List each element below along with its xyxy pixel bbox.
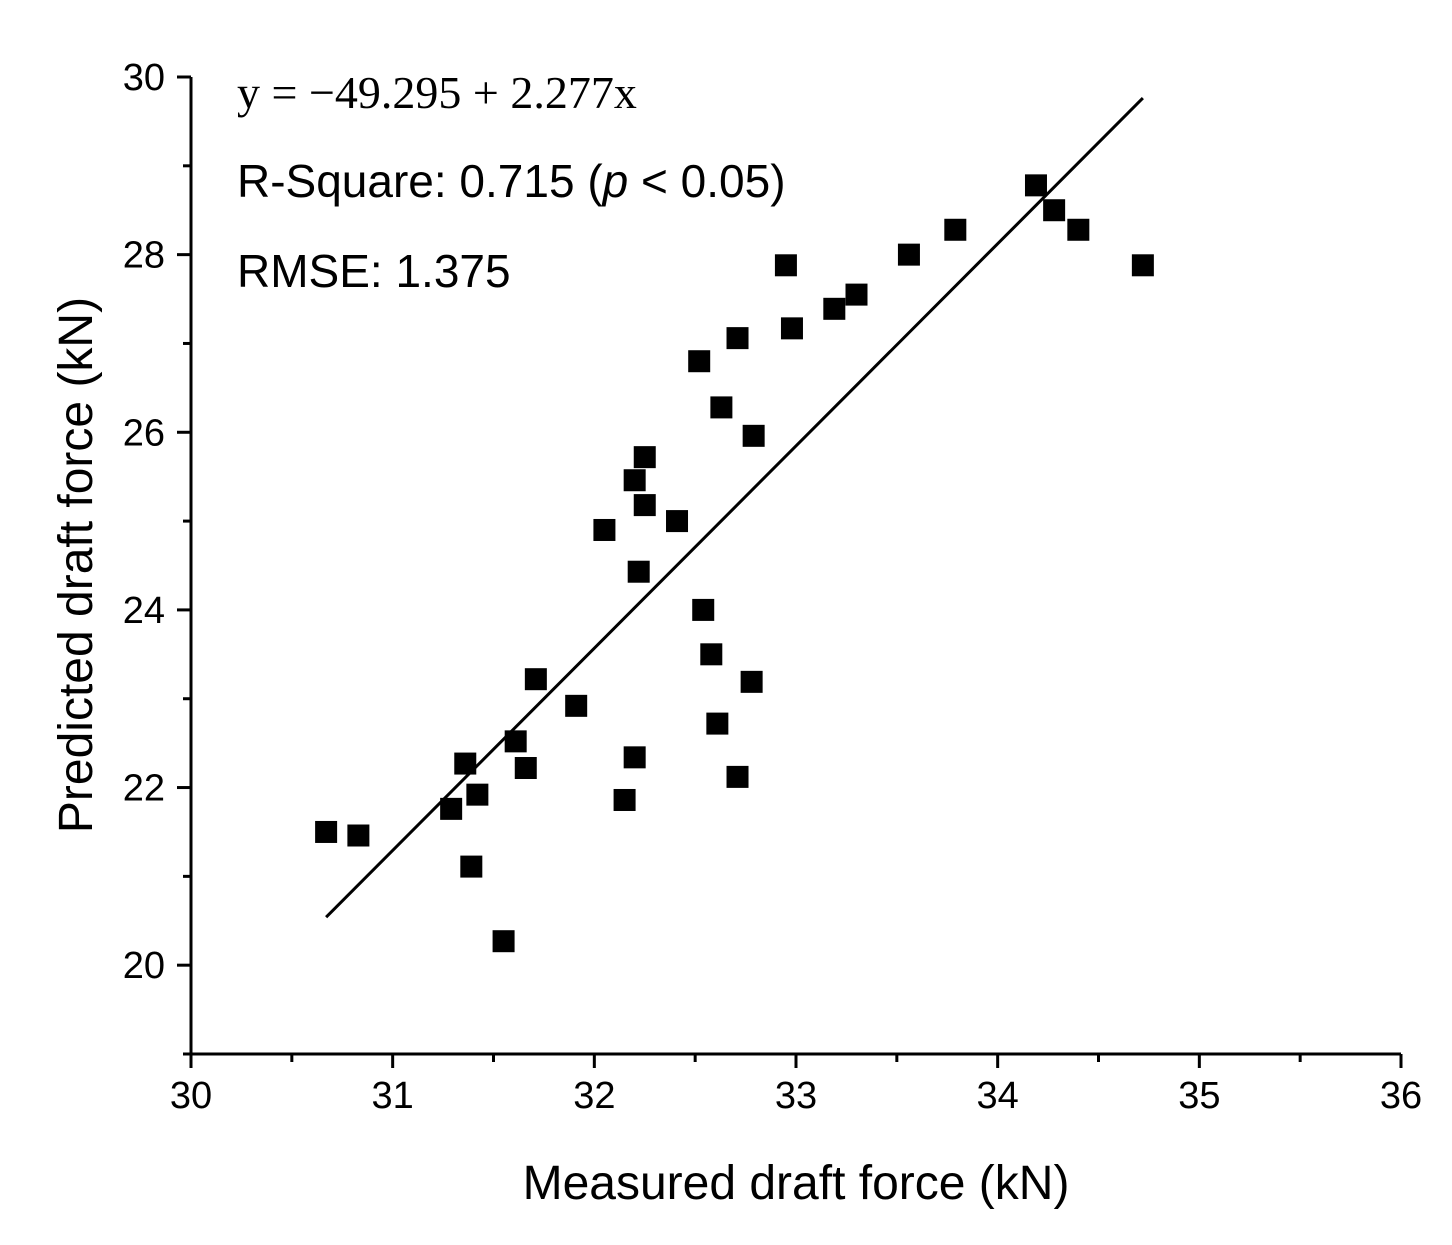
data-point: [613, 788, 636, 811]
fit-line: [325, 97, 1144, 919]
data-point: [347, 824, 370, 847]
data-point: [823, 297, 846, 320]
x-tick-label: 36: [1380, 1075, 1422, 1117]
y-tick-label: 24: [123, 590, 165, 632]
y-axis-ticks: 20 22 24 26 28 30: [123, 57, 191, 1056]
data-point: [845, 283, 868, 306]
x-tick-label: 33: [775, 1075, 817, 1117]
data-point: [633, 446, 656, 469]
y-tick-label: 20: [123, 945, 165, 987]
x-tick-label: 31: [372, 1075, 414, 1117]
data-point: [706, 712, 729, 735]
data-point: [440, 797, 463, 820]
data-point: [726, 327, 749, 350]
fit-line-group: [325, 97, 1144, 919]
data-point: [944, 218, 967, 241]
data-point: [780, 317, 803, 340]
data-point: [774, 254, 797, 277]
data-point: [623, 746, 646, 769]
y-axis-title: Predicted draft force (kN): [50, 297, 103, 833]
fit-equation: y = −49.295 + 2.277x: [237, 67, 637, 118]
data-point: [740, 670, 763, 693]
data-point: [466, 783, 489, 806]
data-point: [666, 510, 689, 533]
x-tick-label: 30: [170, 1075, 212, 1117]
y-tick-label: 22: [123, 768, 165, 810]
data-point: [627, 560, 650, 583]
y-tick-label: 28: [123, 235, 165, 277]
x-tick-label: 35: [1178, 1075, 1220, 1117]
data-point: [688, 350, 711, 373]
r-square-annotation: R-Square: 0.715 (p < 0.05): [237, 155, 786, 207]
data-point: [897, 243, 920, 266]
x-tick-label: 32: [573, 1075, 615, 1117]
y-tick-label: 30: [123, 57, 165, 99]
data-point: [315, 820, 338, 843]
data-point: [1131, 254, 1154, 277]
data-point: [1024, 174, 1047, 197]
r-square-p: p: [601, 155, 629, 207]
data-point: [692, 598, 715, 621]
data-point: [710, 396, 733, 419]
data-point: [742, 424, 765, 447]
data-point: [454, 752, 477, 775]
x-tick-label: 34: [977, 1075, 1019, 1117]
data-point: [700, 643, 723, 666]
data-point: [514, 757, 537, 780]
data-point: [1067, 218, 1090, 241]
axes: [189, 77, 1401, 1056]
data-point: [524, 668, 547, 691]
r-square-suffix: < 0.05): [628, 155, 785, 207]
data-point: [460, 855, 483, 878]
data-points: [315, 174, 1154, 953]
rmse-annotation: RMSE: 1.375: [237, 245, 511, 297]
y-tick-label: 26: [123, 412, 165, 454]
data-point: [504, 730, 527, 753]
data-point: [1043, 199, 1066, 222]
data-point: [565, 694, 588, 717]
x-axis-ticks: 30 31 32 33 34 35 36: [170, 1054, 1422, 1117]
data-point: [492, 930, 515, 953]
data-point: [593, 518, 616, 541]
data-point: [726, 765, 749, 788]
r-square-prefix: R-Square: 0.715 (: [237, 155, 603, 207]
data-point: [623, 469, 646, 492]
data-point: [633, 494, 656, 517]
x-axis-title: Measured draft force (kN): [523, 1157, 1070, 1210]
